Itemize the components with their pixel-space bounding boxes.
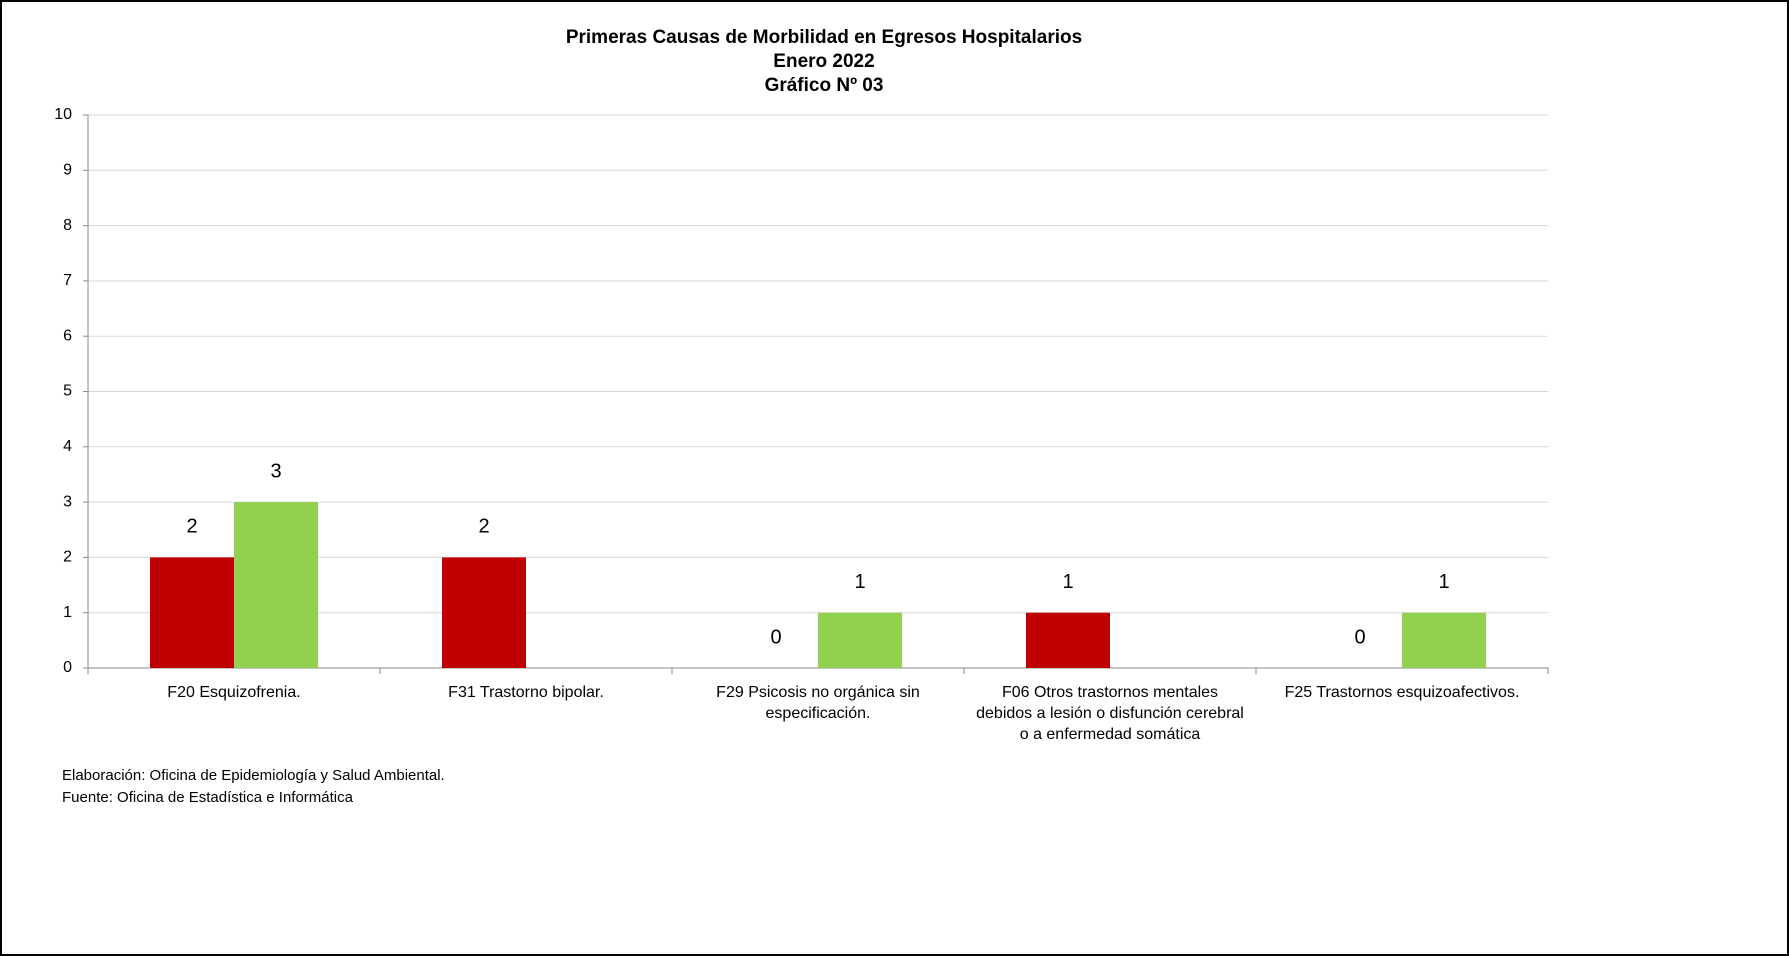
data-label: 3 (270, 460, 281, 482)
bar (818, 612, 902, 668)
bar (442, 557, 526, 668)
data-label: 2 (478, 516, 489, 538)
x-tick-label: F31 Trastorno bipolar. (448, 684, 604, 701)
bar (150, 557, 234, 668)
x-tick-label: F06 Otros trastornos mentales debidos a … (976, 684, 1244, 743)
y-tick-label: 1 (63, 604, 72, 621)
x-tick-label: F29 Psicosis no orgánica sin especificac… (716, 684, 920, 722)
data-label: 2 (186, 516, 197, 538)
note: Fuente: Oficina de Estadística e Informá… (62, 789, 354, 806)
y-tick-label: 3 (63, 493, 72, 510)
y-tick-label: 8 (63, 217, 72, 234)
data-label: 0 (770, 626, 781, 648)
y-tick-label: 4 (63, 438, 72, 455)
y-tick-label: 9 (63, 162, 72, 179)
chart-title: Primeras Causas de Morbilidad en Egresos… (566, 27, 1082, 48)
y-tick-label: 0 (63, 659, 72, 676)
bar (234, 502, 318, 668)
note: Elaboración: Oficina de Epidemiología y … (62, 767, 445, 784)
y-tick-label: 5 (63, 383, 72, 400)
chart-title: Gráfico Nº 03 (765, 75, 884, 96)
y-tick-label: 2 (63, 549, 72, 566)
chart-title: Enero 2022 (773, 51, 874, 72)
data-label: 1 (1062, 571, 1073, 593)
y-tick-label: 7 (63, 272, 72, 289)
y-tick-label: 6 (63, 327, 72, 344)
data-label: 0 (1354, 626, 1365, 648)
data-label: 1 (1438, 571, 1449, 593)
bar (1402, 612, 1486, 668)
data-label: 1 (854, 571, 865, 593)
y-tick-label: 10 (54, 106, 72, 123)
x-tick-label: F25 Trastornos esquizoafectivos. (1284, 684, 1520, 701)
bar (1026, 612, 1110, 668)
x-tick-label: F20 Esquizofrenia. (167, 684, 301, 701)
